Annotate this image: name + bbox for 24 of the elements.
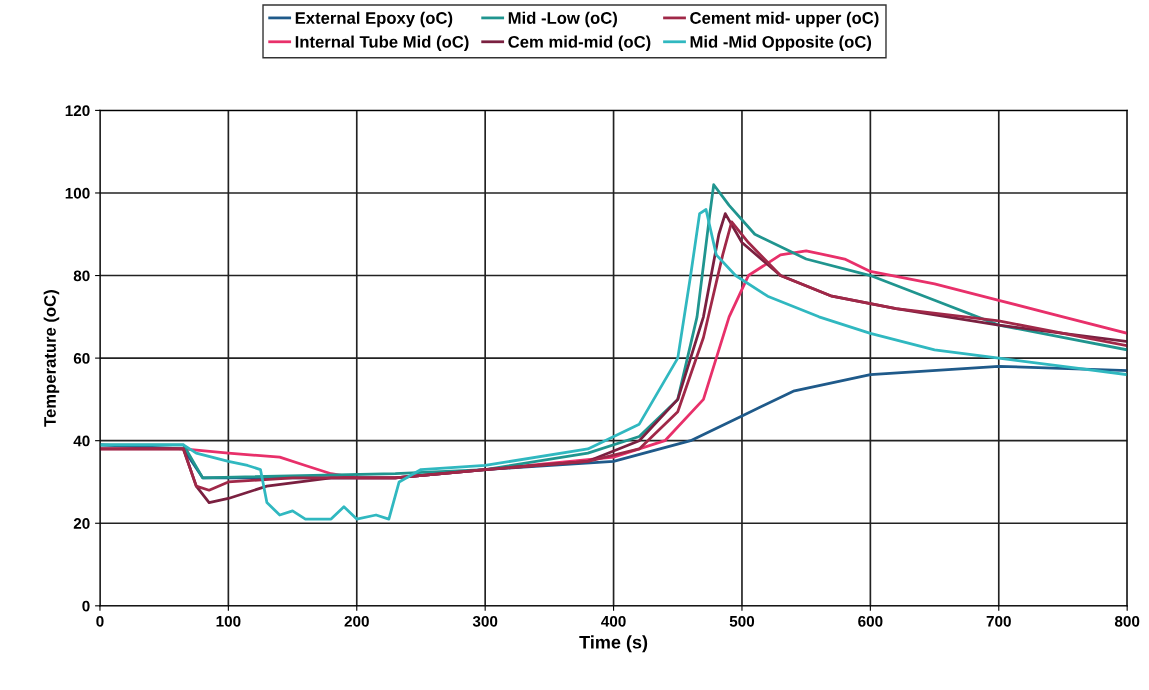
x-axis-title: Time (s) [579, 635, 648, 653]
y-axis-title: Temperature (oC) [43, 290, 60, 427]
y-tick-label: 40 [73, 435, 90, 447]
y-tick-label: 100 [65, 187, 90, 199]
y-tick-label: 60 [73, 352, 90, 364]
legend-label: Mid -Low (oC) [508, 11, 617, 28]
y-tick-label: 0 [82, 600, 90, 612]
x-tick-label: 200 [344, 615, 369, 627]
x-tick-label: 400 [601, 615, 626, 627]
y-tick-label: 80 [73, 270, 90, 282]
legend-label: Mid -Mid Opposite (oC) [690, 35, 872, 52]
legend-label: External Epoxy (oC) [295, 11, 453, 28]
x-tick-label: 600 [858, 615, 883, 627]
x-tick-label: 500 [729, 615, 755, 627]
legend-label: Internal Tube Mid (oC) [295, 35, 469, 52]
y-tick-label: 120 [65, 105, 90, 117]
x-tick-label: 800 [1114, 615, 1140, 627]
legend-label: Cem mid-mid (oC) [508, 35, 651, 52]
y-tick-label: 20 [73, 518, 90, 529]
legend-label: Cement mid- upper (oC) [690, 11, 879, 28]
x-tick-label: 100 [216, 615, 241, 627]
x-tick-label: 700 [986, 615, 1011, 627]
x-tick-label: 300 [472, 615, 498, 627]
x-tick-label: 0 [96, 615, 104, 627]
